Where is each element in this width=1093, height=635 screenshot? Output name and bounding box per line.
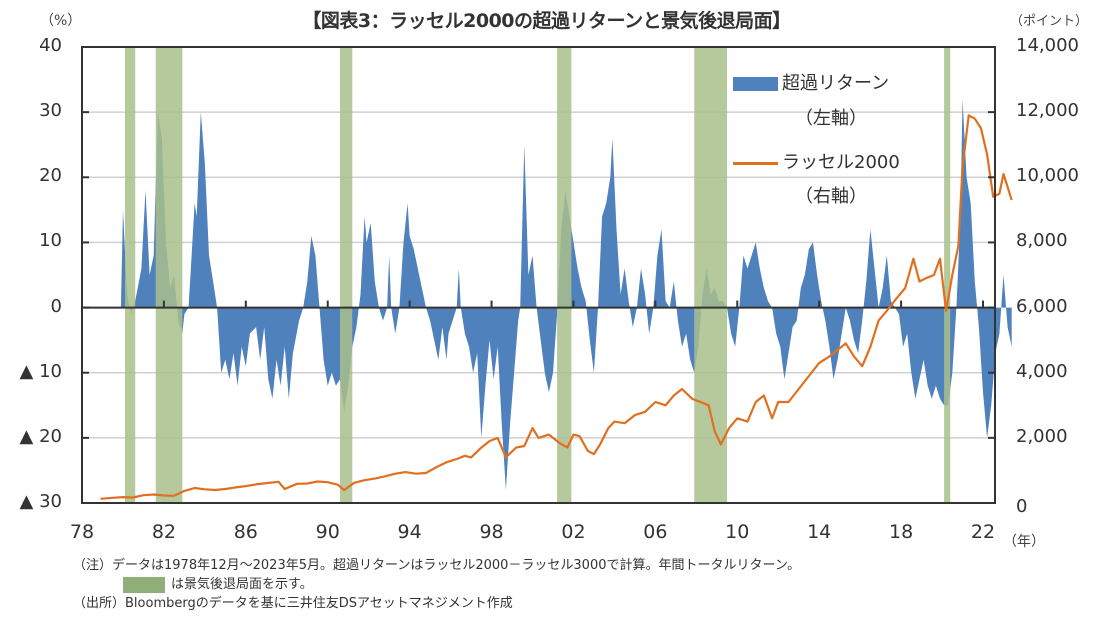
legend-swatch-line xyxy=(733,161,778,165)
recession-band xyxy=(944,47,951,503)
recession-band xyxy=(694,47,728,503)
right-tick-label: 6,000 xyxy=(1016,295,1068,317)
right-tick-label: 10,000 xyxy=(1016,165,1079,187)
russell2000-line xyxy=(100,114,1013,500)
right-tick-label: 14,000 xyxy=(1016,35,1079,56)
note-line-1: （注）データは1978年12月～2023年5月。超過リターンはラッセル2000－… xyxy=(73,558,801,573)
x-tick-label: 18 xyxy=(888,521,914,543)
note-line-3: （出所）Bloombergのデータを基に三井住友DSアセットマネジメント作成 xyxy=(73,596,513,611)
x-tick-label: 02 xyxy=(561,521,586,543)
legend-item-excess-return: 超過リターン xyxy=(733,75,889,93)
left-tick-label: 10 xyxy=(39,230,62,252)
right-axis-unit: （ポイント） xyxy=(1010,14,1089,29)
note-recession-text: は景気後退局面を示す。 xyxy=(171,577,313,592)
recession-swatch xyxy=(123,576,165,593)
left-tick-label: 30 xyxy=(39,100,62,122)
left-tick-label: ▲ 10 xyxy=(19,360,62,382)
right-tick-label: 0 xyxy=(1016,496,1028,517)
x-tick-label: 14 xyxy=(807,521,832,543)
left-axis-unit: （%） xyxy=(40,13,82,29)
right-tick-label: 8,000 xyxy=(1016,230,1068,252)
legend-axis-left: （左軸） xyxy=(795,108,867,129)
footnotes: （注）データは1978年12月～2023年5月。超過リターンはラッセル2000－… xyxy=(73,556,800,613)
legend-label-russell2000: ラッセル2000 xyxy=(782,152,900,173)
recession-band xyxy=(155,47,183,503)
x-tick-label: 90 xyxy=(315,521,340,543)
note-line-2: は景気後退局面を示す。 xyxy=(73,575,800,594)
legend-item-russell2000: ラッセル2000 xyxy=(733,154,900,172)
x-axis-unit: （年） xyxy=(1003,534,1045,550)
recession-band xyxy=(125,47,136,503)
chart-title: 【図表3：ラッセル2000の超過リターンと景気後退局面】 xyxy=(302,10,791,32)
left-tick-label: 0 xyxy=(50,295,62,317)
x-tick-label: 22 xyxy=(970,521,996,543)
left-tick-label: ▲ 20 xyxy=(19,425,62,447)
x-tick-label: 82 xyxy=(151,521,176,543)
x-tick-label: 86 xyxy=(233,521,258,543)
legend-axis-right: （右軸） xyxy=(795,186,867,207)
legend-label-excess-return: 超過リターン xyxy=(782,73,890,94)
left-tick-label: ▲ 30 xyxy=(19,491,62,512)
x-tick-label: 98 xyxy=(479,521,504,543)
x-tick-label: 10 xyxy=(725,521,750,543)
recession-band xyxy=(340,47,353,503)
recession-band xyxy=(557,47,572,503)
right-tick-label: 4,000 xyxy=(1016,360,1068,382)
right-tick-label: 2,000 xyxy=(1016,425,1068,447)
left-tick-label: 40 xyxy=(39,35,62,56)
left-tick-label: 20 xyxy=(39,165,62,187)
x-tick-label: 06 xyxy=(643,521,668,543)
right-tick-label: 12,000 xyxy=(1016,100,1079,122)
x-tick-label: 94 xyxy=(397,521,422,543)
x-tick-label: 78 xyxy=(69,521,95,543)
plot-frame xyxy=(81,46,996,504)
legend-swatch-area xyxy=(733,77,778,91)
